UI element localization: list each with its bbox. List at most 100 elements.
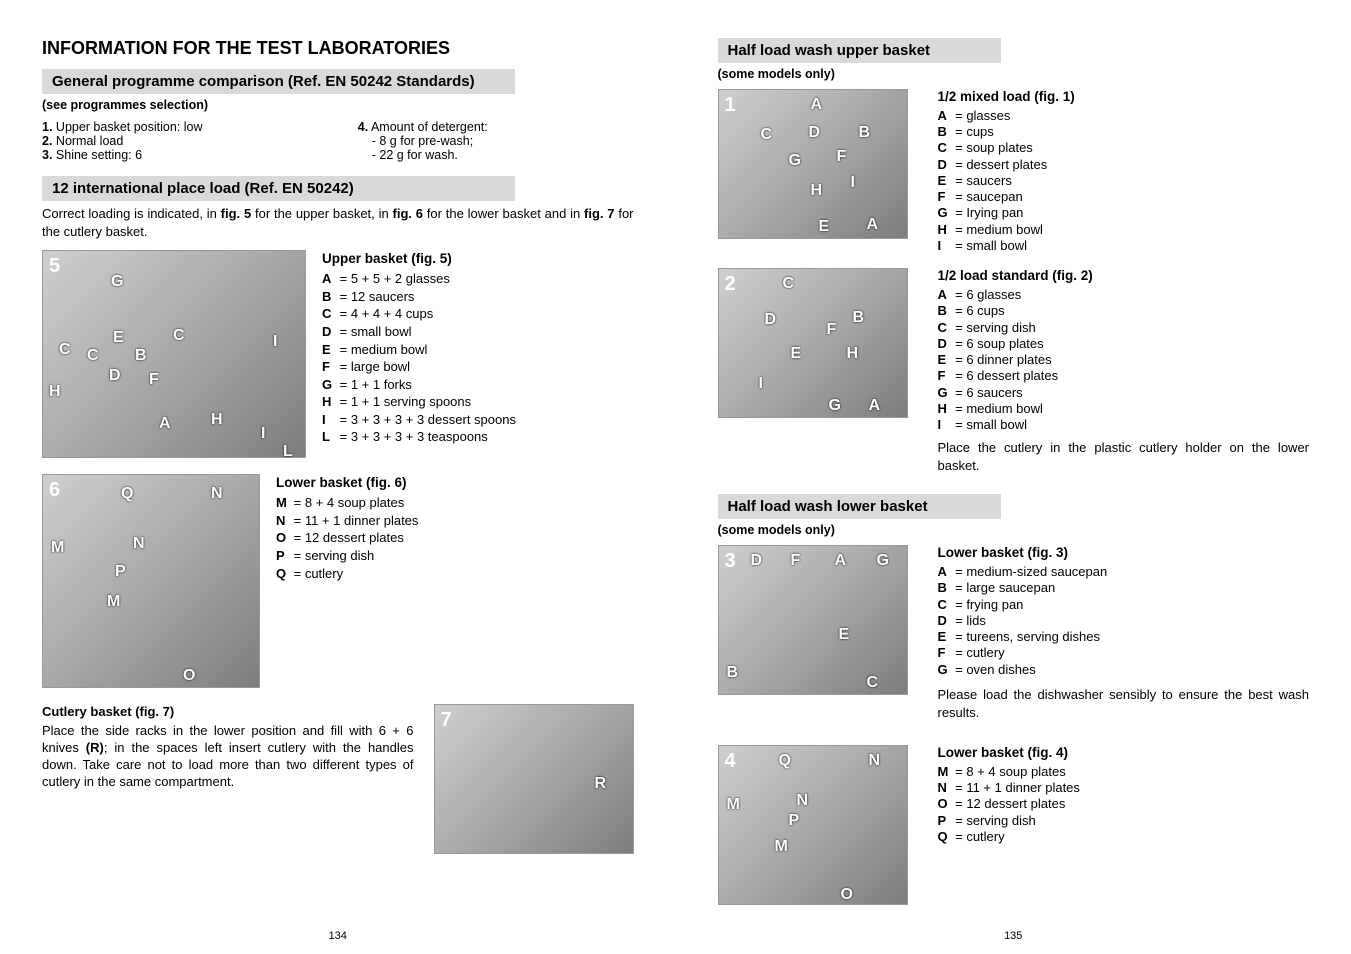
fig-letter: N bbox=[869, 752, 881, 770]
section-header-placeload: 12 international place load (Ref. EN 502… bbox=[42, 176, 515, 201]
fig-letter: A bbox=[869, 397, 881, 415]
fig-letter: A bbox=[835, 552, 847, 570]
fig5-legend: Upper basket (fig. 5) A = 5 + 5 + 2 glas… bbox=[322, 250, 516, 458]
fig2-legend-title: 1/2 load standard (fig. 2) bbox=[938, 268, 1310, 285]
legend-row: Q = cutlery bbox=[276, 565, 418, 583]
fig6-row: 6 QNMNPMO Lower basket (fig. 6) M = 8 + … bbox=[42, 474, 634, 688]
fig-letter: H bbox=[847, 345, 859, 363]
page-135: Half load wash upper basket (some models… bbox=[676, 0, 1351, 954]
fig5-row: 5 GCECBCDFHAHIIL Upper basket (fig. 5) A… bbox=[42, 250, 634, 458]
fig6-image: 6 QNMNPMO bbox=[42, 474, 260, 688]
fig3-legend-wrap: Lower basket (fig. 3) A = medium-sized s… bbox=[938, 545, 1310, 731]
legend-row: A = medium-sized saucepan bbox=[938, 564, 1310, 580]
programme-params: 1. Upper basket position: low 2. Normal … bbox=[42, 120, 634, 162]
fig-letter: D bbox=[765, 311, 777, 329]
fig-letter: P bbox=[789, 812, 800, 830]
fig-letter: F bbox=[837, 148, 847, 166]
legend-row: B = large saucepan bbox=[938, 580, 1310, 596]
fig-letter: M bbox=[51, 539, 64, 557]
fig-letter: C bbox=[761, 126, 773, 144]
legend-row: B = 12 saucers bbox=[322, 288, 516, 306]
fig-letter: C bbox=[87, 347, 99, 365]
fig-letter: E bbox=[791, 345, 802, 363]
fig6-legend: Lower basket (fig. 6) M = 8 + 4 soup pla… bbox=[276, 474, 418, 688]
legend-row: E = medium bowl bbox=[322, 341, 516, 359]
page-number-right: 135 bbox=[993, 930, 1033, 942]
fig7-row: Cutlery basket (fig. 7) Place the side r… bbox=[42, 704, 634, 854]
fig2-image: 2 CDBFEHIGA bbox=[718, 268, 908, 418]
fig5-number: 5 bbox=[49, 255, 60, 278]
legend-row: G = 6 saucers bbox=[938, 385, 1310, 401]
fig-letter: E bbox=[839, 626, 850, 644]
legend-row: D = 6 soup plates bbox=[938, 336, 1310, 352]
param-line: 2. Normal load bbox=[42, 134, 318, 148]
fig-letter: E bbox=[113, 329, 124, 347]
upper-half-grid: 1 ACDBGFHIEA 1/2 mixed load (fig. 1) A =… bbox=[718, 89, 1310, 484]
legend-row: D = lids bbox=[938, 613, 1310, 629]
legend-row: G = oven dishes bbox=[938, 662, 1310, 678]
fig-letter: Q bbox=[121, 485, 133, 503]
fig1-number: 1 bbox=[725, 94, 736, 117]
fig4-number: 4 bbox=[725, 750, 736, 773]
fig-letter: M bbox=[107, 593, 120, 611]
fig-letter: E bbox=[819, 218, 830, 236]
legend-row: A = 6 glasses bbox=[938, 287, 1310, 303]
fig-letter: M bbox=[727, 796, 740, 814]
fig-letter: C bbox=[783, 275, 795, 293]
fig7-text: Cutlery basket (fig. 7) Place the side r… bbox=[42, 704, 414, 790]
fig6-legend-title: Lower basket (fig. 6) bbox=[276, 474, 418, 492]
legend-row: B = cups bbox=[938, 124, 1310, 140]
fig-letter: A bbox=[867, 216, 879, 234]
fig-letter: F bbox=[149, 371, 159, 389]
fig-letter: I bbox=[851, 174, 855, 192]
fig2-number: 2 bbox=[725, 273, 736, 296]
legend-row: F = large bowl bbox=[322, 358, 516, 376]
fig-letter: O bbox=[841, 886, 853, 904]
section-header-upper-half: Half load wash upper basket bbox=[718, 38, 1002, 63]
legend-row: I = small bowl bbox=[938, 417, 1310, 433]
legend-row: Q = cutlery bbox=[938, 829, 1310, 845]
param-line: 4. Amount of detergent: bbox=[358, 120, 634, 134]
legend-row: D = small bowl bbox=[322, 323, 516, 341]
legend-row: A = 5 + 5 + 2 glasses bbox=[322, 270, 516, 288]
fig1-legend-title: 1/2 mixed load (fig. 1) bbox=[938, 89, 1310, 106]
legend-row: A = glasses bbox=[938, 108, 1310, 124]
fig-letter: P bbox=[115, 563, 126, 581]
fig7-image: 7 R bbox=[434, 704, 634, 854]
page-134: INFORMATION FOR THE TEST LABORATORIES Ge… bbox=[0, 0, 676, 954]
legend-row: P = serving dish bbox=[276, 547, 418, 565]
legend-row: M = 8 + 4 soup plates bbox=[938, 764, 1310, 780]
fig4-legend: Lower basket (fig. 4) M = 8 + 4 soup pla… bbox=[938, 745, 1310, 845]
fig-letter: B bbox=[853, 309, 865, 327]
legend-row: O = 12 dessert plates bbox=[938, 796, 1310, 812]
fig-letter: A bbox=[811, 96, 823, 114]
fig1-image: 1 ACDBGFHIEA bbox=[718, 89, 908, 239]
legend-row: O = 12 dessert plates bbox=[276, 529, 418, 547]
legend-row: C = frying pan bbox=[938, 597, 1310, 613]
legend-row: M = 8 + 4 soup plates bbox=[276, 494, 418, 512]
fig2-legend: 1/2 load standard (fig. 2) A = 6 glasses… bbox=[938, 268, 1310, 433]
legend-row: H = 1 + 1 serving spoons bbox=[322, 393, 516, 411]
fig5-legend-title: Upper basket (fig. 5) bbox=[322, 250, 516, 268]
fig-letter: F bbox=[791, 552, 801, 570]
fig-letter: G bbox=[877, 552, 889, 570]
legend-row: C = 4 + 4 + 4 cups bbox=[322, 305, 516, 323]
fig3-number: 3 bbox=[725, 550, 736, 573]
fig-letter: C bbox=[173, 327, 185, 345]
fig6-number: 6 bbox=[49, 479, 60, 502]
fig-letter: G bbox=[111, 273, 123, 291]
legend-row: F = cutlery bbox=[938, 645, 1310, 661]
section-header-general: General programme comparison (Ref. EN 50… bbox=[42, 69, 515, 94]
param-subline: - 22 g for wash. bbox=[358, 148, 634, 162]
fig-letter: I bbox=[759, 375, 763, 393]
legend-row: I = 3 + 3 + 3 + 3 dessert spoons bbox=[322, 411, 516, 429]
fig-letter: I bbox=[273, 333, 277, 351]
fig-letter: B bbox=[859, 124, 871, 142]
fig5-image: 5 GCECBCDFHAHIIL bbox=[42, 250, 306, 458]
fig7-title: Cutlery basket (fig. 7) bbox=[42, 704, 414, 721]
legend-row: C = soup plates bbox=[938, 140, 1310, 156]
legend-row: F = 6 dessert plates bbox=[938, 368, 1310, 384]
param-line: 1. Upper basket position: low bbox=[42, 120, 318, 134]
fig-letter: R bbox=[595, 775, 607, 793]
legend-row: D = dessert plates bbox=[938, 157, 1310, 173]
